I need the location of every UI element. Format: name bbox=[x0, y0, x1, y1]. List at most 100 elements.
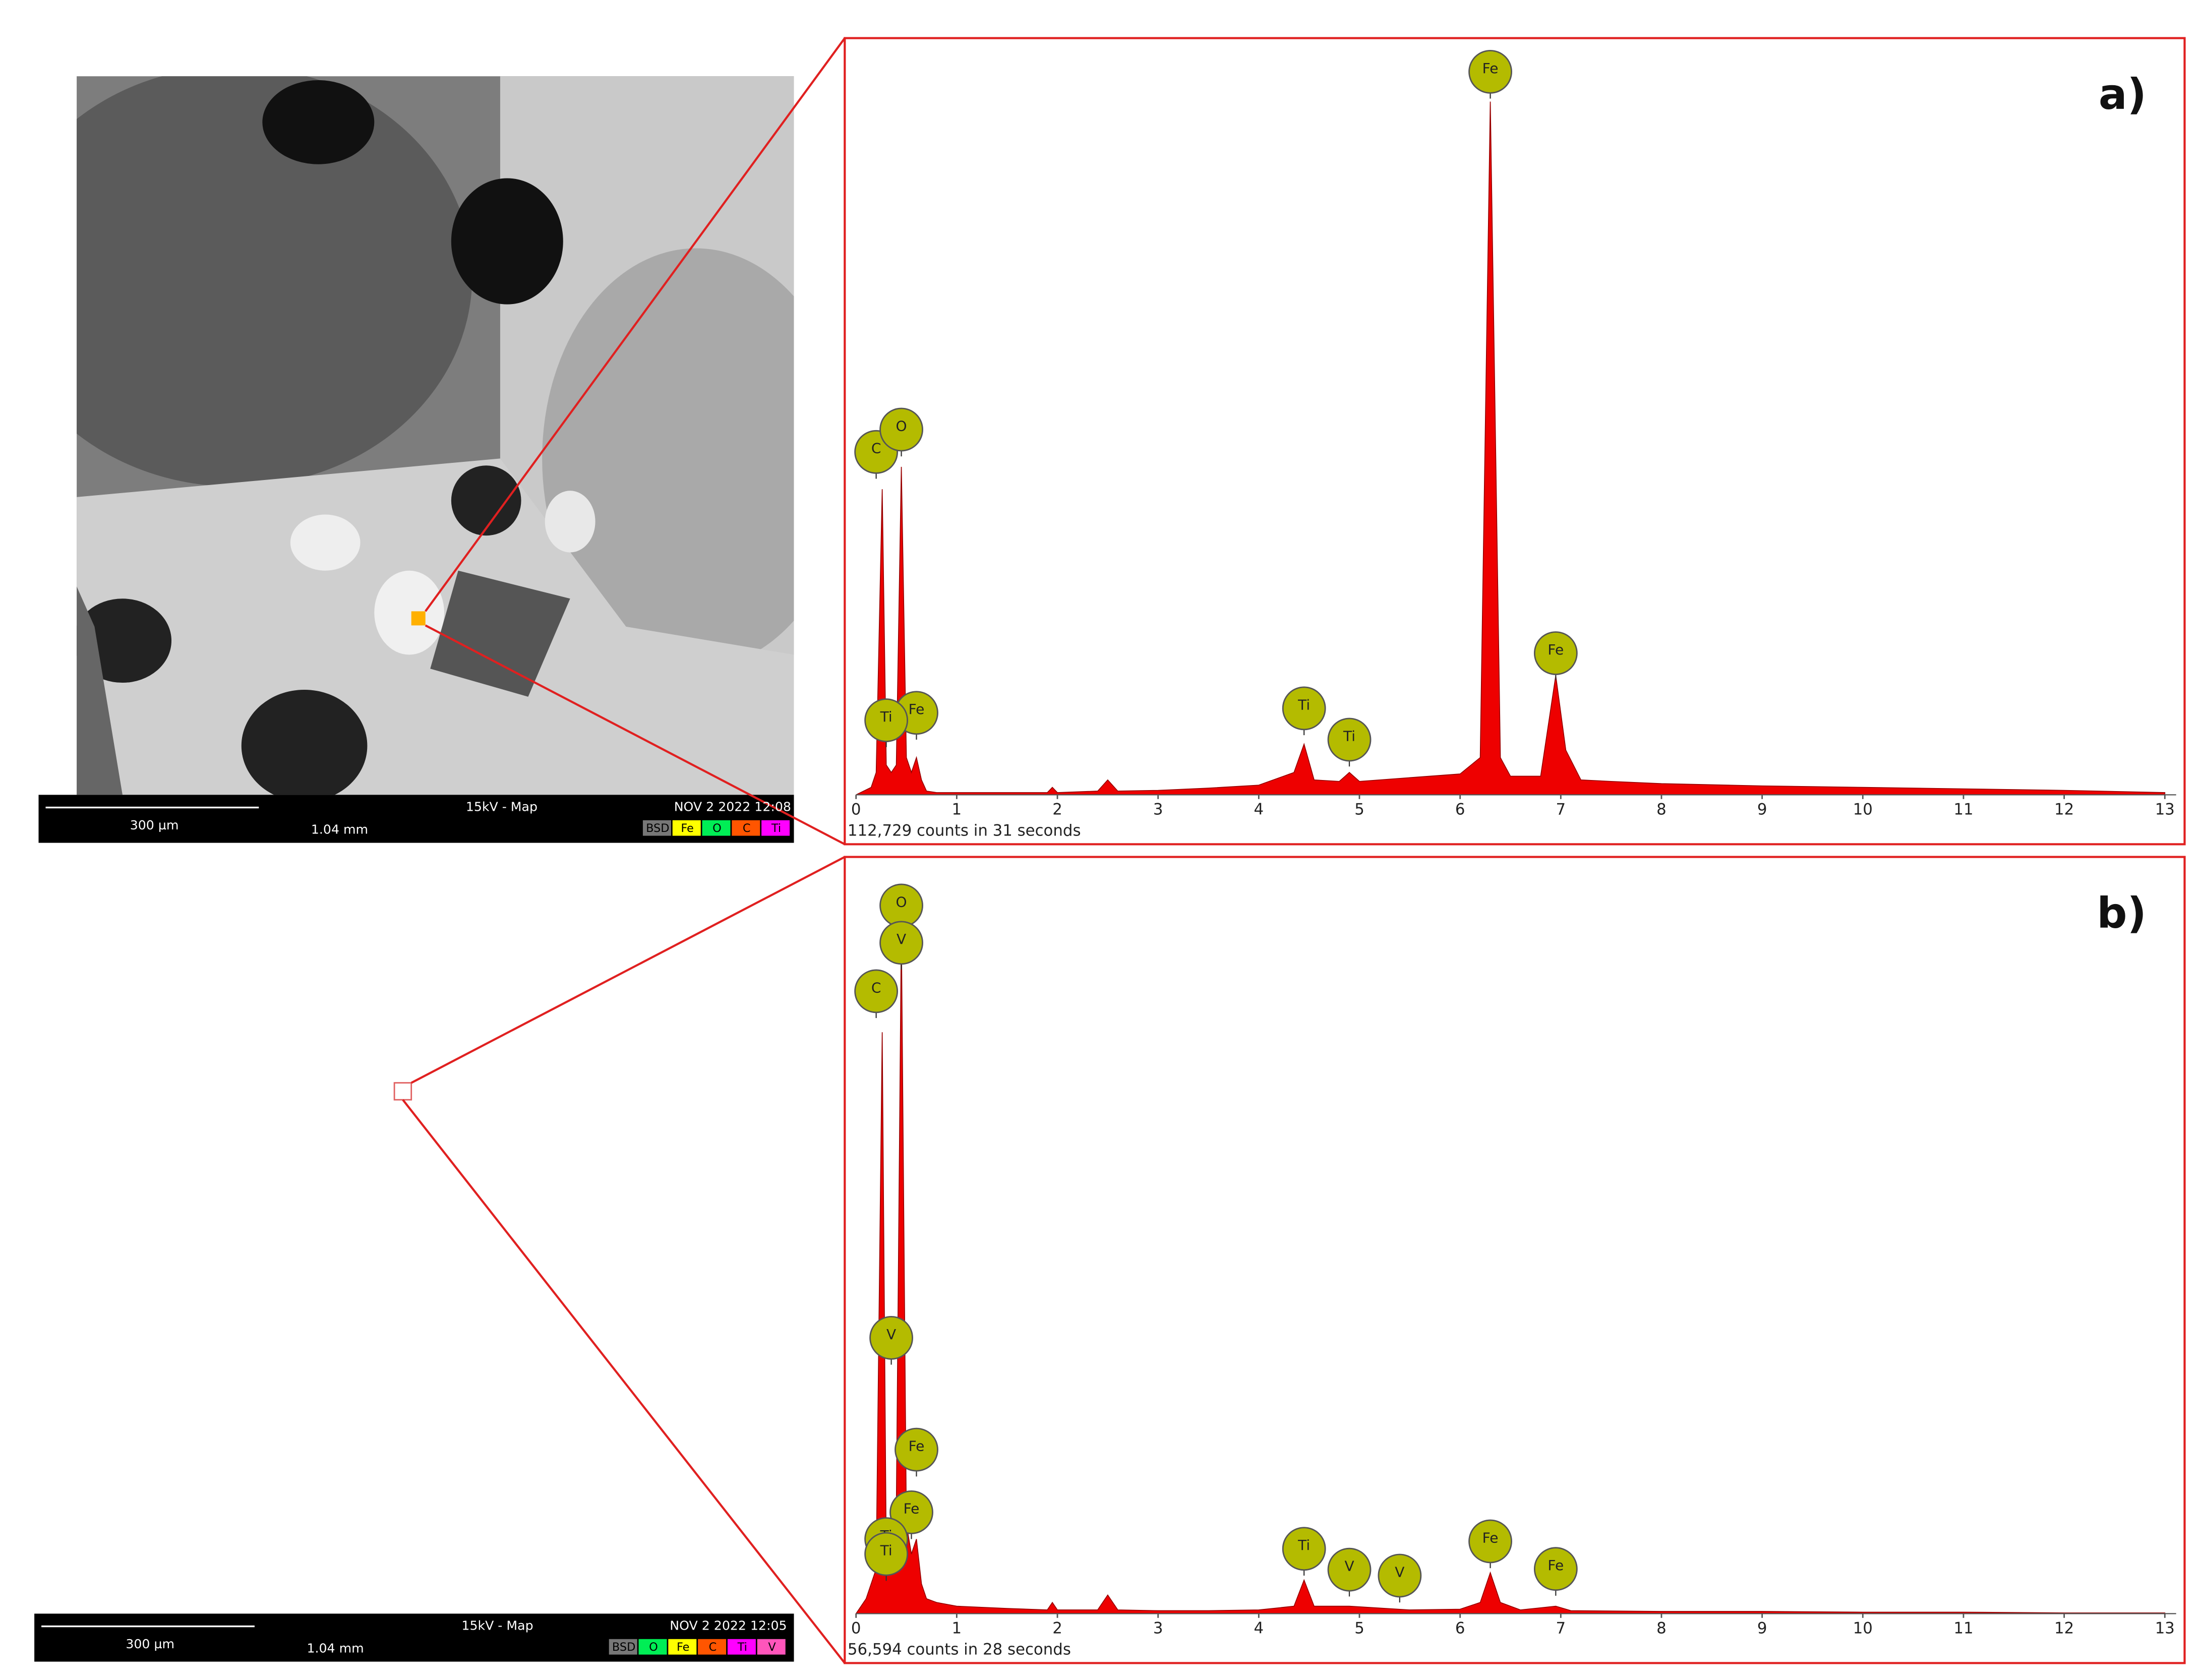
channel-label: O bbox=[712, 822, 722, 835]
annotation-label: Fe bbox=[1548, 641, 1564, 658]
annotation-label: V bbox=[1395, 1564, 1404, 1580]
annotation-marker bbox=[1327, 1547, 1372, 1592]
annotation-label: Fe bbox=[1482, 60, 1499, 77]
spectrum-frame bbox=[844, 37, 2186, 846]
x-tick-label: 4 bbox=[1254, 1619, 1264, 1638]
channel-swatch bbox=[638, 1639, 667, 1655]
spectrum bbox=[856, 101, 2166, 796]
x-tick-label: 6 bbox=[1455, 801, 1465, 819]
annotation-marker bbox=[895, 1427, 938, 1472]
x-tick-label: 7 bbox=[1556, 801, 1566, 819]
channel-swatch bbox=[642, 820, 671, 836]
mode: 15kV - Map bbox=[461, 1618, 533, 1633]
annotation-label: C bbox=[871, 979, 881, 996]
x-tick-label: 0 bbox=[851, 801, 861, 819]
annotation-marker bbox=[1282, 1527, 1326, 1571]
channel-swatch bbox=[727, 1639, 756, 1655]
connector bbox=[410, 856, 846, 1084]
annotation-marker bbox=[1533, 631, 1578, 675]
footnote: 112,729 counts in 31 seconds bbox=[848, 822, 1081, 840]
annotation-label: Ti bbox=[880, 1542, 892, 1559]
x-tick-label: 1 bbox=[952, 801, 962, 819]
channel-label: Fe bbox=[681, 822, 693, 835]
channel-swatch bbox=[757, 1639, 786, 1655]
x-tick-label: 3 bbox=[1153, 801, 1163, 819]
annotation-marker bbox=[1282, 686, 1326, 731]
annotation-label: C bbox=[871, 440, 881, 457]
x-tick-label: 0 bbox=[851, 1619, 861, 1638]
annotation-marker bbox=[1378, 1553, 1422, 1598]
x-tick-label: 2 bbox=[1052, 801, 1062, 819]
footnote: 56,594 counts in 28 seconds bbox=[848, 1641, 1071, 1659]
annotation-label: O bbox=[896, 417, 907, 434]
x-tick-label: 5 bbox=[1354, 801, 1364, 819]
annotation-marker bbox=[864, 1532, 908, 1576]
channel-swatch bbox=[698, 1639, 727, 1655]
channel-label: C bbox=[743, 822, 751, 835]
annotation-label: V bbox=[897, 931, 906, 947]
spectrum-frame bbox=[844, 856, 2186, 1664]
annotation-marker bbox=[879, 921, 923, 965]
x-tick-label: 13 bbox=[2155, 1619, 2175, 1638]
annotation-label: Fe bbox=[909, 1438, 925, 1455]
channel-label: C bbox=[709, 1641, 717, 1654]
channel-swatch bbox=[668, 1639, 697, 1655]
x-tick-label: 3 bbox=[1153, 1619, 1163, 1638]
annotation-marker bbox=[1468, 49, 1512, 94]
x-tick-label: 12 bbox=[2054, 1619, 2074, 1638]
channel-label: V bbox=[768, 1641, 776, 1654]
connector bbox=[425, 624, 846, 846]
x-tick-label: 13 bbox=[2155, 801, 2175, 819]
connector bbox=[402, 1099, 846, 1664]
x-tick-label: 4 bbox=[1254, 801, 1264, 819]
panel-label: b) bbox=[2097, 888, 2147, 938]
x-tick-label: 1 bbox=[952, 1619, 962, 1638]
x-tick-label: 8 bbox=[1656, 801, 1667, 819]
x-tick-label: 9 bbox=[1757, 1619, 1767, 1638]
channel-swatch bbox=[672, 820, 701, 836]
area-marker bbox=[393, 1082, 412, 1101]
channel-label: Fe bbox=[677, 1641, 689, 1654]
date: NOV 2 2022 12:08 bbox=[674, 800, 791, 814]
field-width: 1.04 mm bbox=[307, 1641, 364, 1655]
channel-swatch bbox=[732, 820, 760, 836]
x-tick-label: 8 bbox=[1656, 1619, 1667, 1638]
channel-label: BSD bbox=[612, 1641, 635, 1654]
annotation-marker bbox=[854, 969, 899, 1013]
spectrum bbox=[855, 928, 2166, 1614]
channel-label: Ti bbox=[737, 1641, 747, 1654]
channel-swatch bbox=[609, 1639, 637, 1655]
annotation-label: Ti bbox=[1297, 1537, 1310, 1553]
channel-label: Ti bbox=[771, 822, 781, 835]
annotation-label: Fe bbox=[904, 1501, 920, 1517]
annotation-label: Ti bbox=[880, 708, 892, 725]
annotation-label: V bbox=[886, 1326, 896, 1343]
annotation-label: Fe bbox=[1548, 1557, 1564, 1574]
x-tick-label: 6 bbox=[1455, 1619, 1465, 1638]
x-tick-label: 12 bbox=[2054, 801, 2074, 819]
x-tick-label: 11 bbox=[1953, 801, 1973, 819]
x-tick-label: 7 bbox=[1556, 1619, 1566, 1638]
scale-label: 300 µm bbox=[130, 818, 179, 832]
annotation-marker bbox=[1327, 717, 1372, 762]
annotation-marker bbox=[869, 1315, 913, 1360]
annotation-label: Ti bbox=[1297, 696, 1310, 713]
scale-label: 300 µm bbox=[126, 1637, 174, 1651]
channel-label: BSD bbox=[646, 822, 669, 835]
panel-label: a) bbox=[2099, 70, 2147, 119]
connector bbox=[425, 37, 846, 612]
channel-swatch bbox=[761, 820, 790, 836]
annotation-label: V bbox=[1344, 1558, 1354, 1575]
channel-label: O bbox=[649, 1641, 658, 1654]
annotation-label: Ti bbox=[1343, 728, 1355, 744]
sem-info-bar bbox=[34, 1613, 794, 1662]
mode: 15kV - Map bbox=[466, 800, 538, 814]
date: NOV 2 2022 12:05 bbox=[670, 1618, 787, 1633]
x-tick-label: 10 bbox=[1853, 801, 1873, 819]
channel-swatch bbox=[702, 820, 731, 836]
sem-image bbox=[38, 38, 794, 795]
annotation-label: Fe bbox=[909, 701, 925, 717]
annotation-label: O bbox=[896, 893, 907, 910]
x-tick-label: 10 bbox=[1853, 1619, 1873, 1638]
